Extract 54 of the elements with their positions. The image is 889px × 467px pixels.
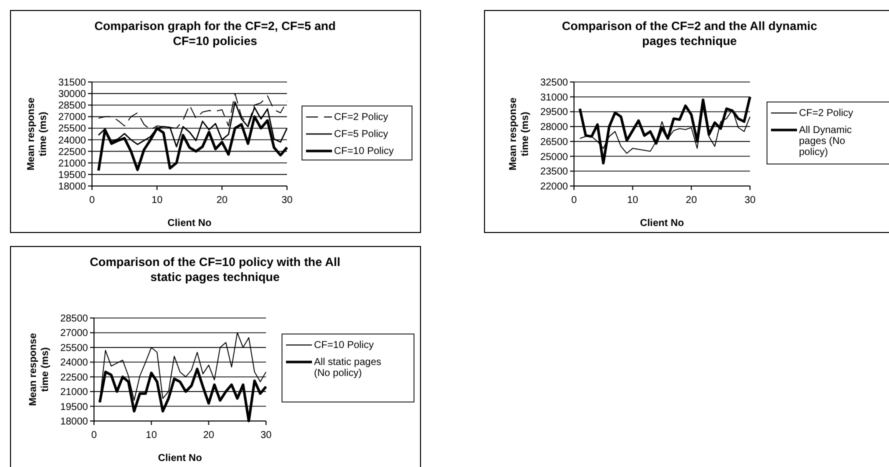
y-tick-label: 25500	[60, 342, 88, 354]
x-axis-title: Client No	[158, 453, 202, 464]
legend-label: CF=10 Policy	[314, 340, 374, 351]
x-tick-label: 10	[151, 195, 163, 206]
y-tick-label: 22500	[58, 146, 86, 158]
y-tick-label: 18000	[60, 416, 88, 428]
legend-label: CF=2 Policy	[334, 112, 388, 123]
x-tick-label: 10	[627, 195, 639, 206]
legend-label: All Dynamic pages (No policy)	[799, 125, 852, 158]
x-tick-label: 0	[91, 430, 98, 441]
y-tick-label: 21000	[58, 158, 86, 170]
x-tick-label: 30	[260, 430, 272, 441]
y-tick-label: 32500	[540, 78, 568, 88]
y-tick-label: 19500	[58, 170, 86, 181]
y-tick-label: 30000	[58, 89, 86, 100]
chart-title: Comparison graph for the CF=2, CF=5 and CF=10 policies	[94, 19, 336, 48]
y-tick-label: 25000	[540, 152, 568, 163]
x-tick-label: 20	[203, 430, 215, 441]
x-tick-label: 0	[571, 195, 578, 206]
y-tick-label: 28500	[58, 100, 86, 112]
chart-title: Comparison of the CF=10 policy with the All static pages technique	[90, 255, 340, 284]
y-axis-title: Mean response time (ms)	[508, 97, 531, 170]
y-tick-label: 28500	[60, 314, 88, 324]
legend-label: CF=2 Policy	[799, 108, 854, 119]
x-tick-label: 20	[216, 195, 228, 206]
y-tick-label: 31500	[58, 78, 86, 88]
x-tick-label: 20	[686, 195, 698, 206]
y-axis-title: Mean response time (ms)	[26, 97, 49, 170]
x-tick-label: 30	[744, 195, 756, 206]
x-tick-label: 30	[281, 195, 293, 206]
x-axis-title: Client No	[168, 218, 212, 229]
y-tick-label: 22500	[60, 372, 88, 384]
y-tick-label: 18000	[58, 182, 86, 192]
y-tick-label: 27000	[58, 112, 86, 124]
y-tick-label: 23500	[540, 166, 568, 178]
y-tick-label: 27000	[60, 328, 88, 340]
y-tick-label: 25500	[58, 124, 86, 135]
x-tick-label: 10	[146, 430, 158, 441]
y-tick-label: 28000	[540, 122, 568, 134]
y-tick-label: 26500	[540, 136, 568, 148]
legend-label: All static pages (No policy)	[314, 357, 382, 379]
y-tick-label: 19500	[60, 402, 88, 413]
y-tick-label: 29500	[540, 107, 568, 118]
y-tick-label: 24000	[60, 358, 88, 369]
legend-label: CF=5 Policy	[334, 129, 388, 140]
y-tick-label: 21000	[60, 387, 88, 398]
y-tick-label: 31000	[540, 92, 568, 104]
chart-title: Comparison of the CF=2 and the All dynamic pages technique	[562, 19, 818, 48]
x-tick-label: 0	[89, 195, 96, 206]
y-tick-label: 24000	[58, 135, 86, 146]
legend-label: CF=10 Policy	[334, 146, 394, 157]
y-tick-label: 22000	[540, 182, 568, 192]
y-axis-title: Mean response time (ms)	[28, 332, 51, 406]
x-axis-title: Client No	[640, 218, 684, 229]
